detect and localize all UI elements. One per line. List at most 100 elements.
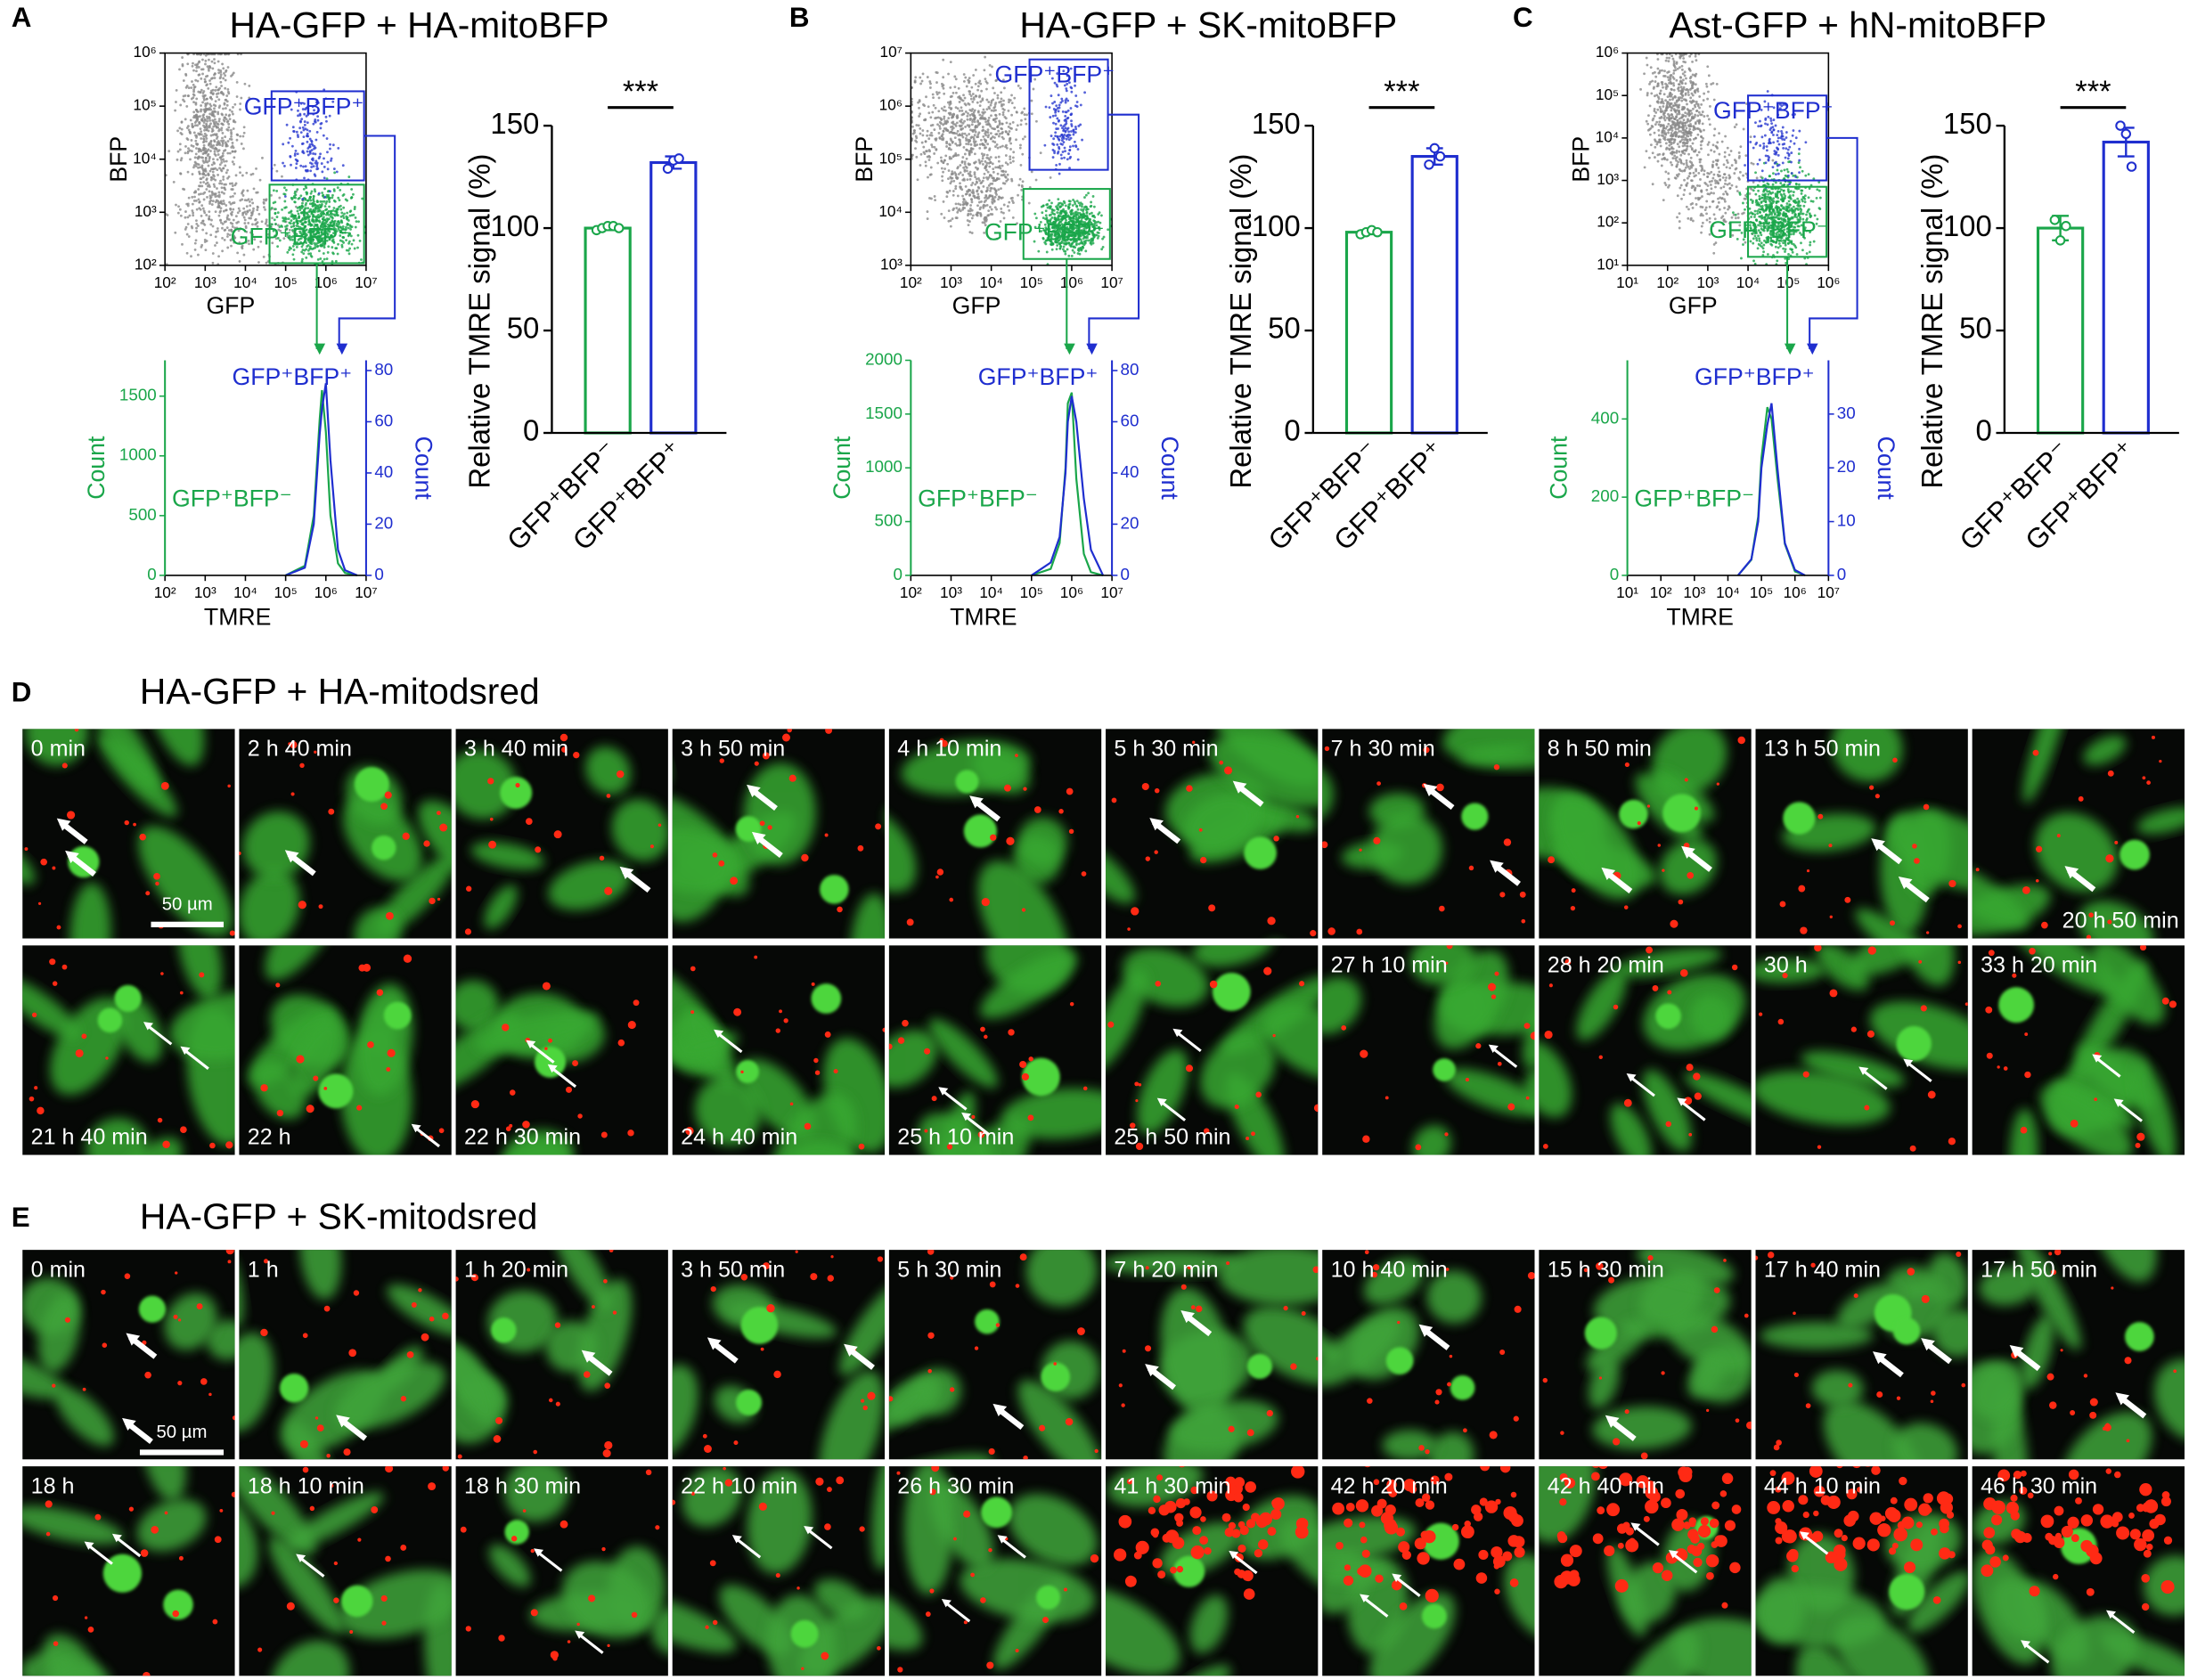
event-dot [1092, 225, 1095, 229]
event-dot [1015, 110, 1018, 114]
event-dot [194, 191, 197, 194]
event-dot [1016, 124, 1019, 127]
x-tick-label: 10³ [194, 583, 216, 601]
event-dot [1059, 212, 1063, 216]
event-dot [998, 123, 1001, 126]
event-dot [1009, 142, 1013, 145]
event-dot [1713, 179, 1717, 183]
event-dot [935, 91, 938, 94]
event-dot [1716, 147, 1719, 150]
event-dot [1692, 150, 1695, 153]
event-dot [298, 230, 302, 233]
event-dot [1000, 210, 1003, 214]
event-dot [936, 123, 939, 126]
event-dot [231, 73, 234, 77]
event-dot [999, 145, 1002, 149]
event-dot [944, 128, 948, 132]
event-dot [996, 96, 1000, 100]
event-dot [1107, 228, 1110, 232]
event-dot [966, 178, 969, 182]
event-dot [974, 143, 977, 147]
event-dot [309, 238, 313, 241]
event-dot [1707, 153, 1710, 157]
event-dot [1712, 213, 1716, 216]
event-dot [225, 159, 228, 163]
event-dot [192, 211, 195, 215]
event-dot [1714, 185, 1717, 189]
event-dot [1692, 171, 1695, 175]
event-dot [291, 253, 295, 257]
event-dot [1685, 134, 1688, 137]
event-dot [192, 88, 196, 92]
event-dot [221, 226, 224, 230]
event-dot [1698, 184, 1702, 188]
event-dot [1687, 110, 1691, 112]
event-dot [1067, 206, 1071, 209]
event-dot [337, 225, 340, 229]
event-dot [195, 226, 198, 230]
event-dot [1658, 92, 1662, 95]
event-dot [291, 245, 295, 248]
event-dot [292, 257, 296, 261]
event-dot [1711, 160, 1715, 164]
y-axis-label: Count [83, 436, 110, 500]
event-dot [239, 227, 242, 231]
event-dot [241, 174, 244, 177]
event-dot [209, 150, 212, 152]
event-dot [220, 191, 224, 194]
event-dot [1650, 125, 1654, 127]
event-dot [1002, 99, 1005, 102]
event-dot [228, 151, 232, 155]
event-dot [959, 97, 961, 101]
event-dot [333, 171, 337, 175]
y2-tick-label: 20 [374, 513, 393, 532]
event-dot [1656, 100, 1660, 103]
event-dot [310, 158, 314, 161]
event-dot [976, 135, 979, 139]
event-dot [1673, 176, 1677, 180]
event-dot [968, 170, 972, 174]
event-dot [330, 234, 333, 237]
event-dot [1672, 88, 1676, 92]
event-dot [984, 130, 987, 133]
event-dot [223, 202, 226, 205]
event-dot [297, 114, 299, 118]
event-dot [1066, 126, 1070, 130]
event-dot [1033, 225, 1037, 229]
event-dot [1009, 155, 1012, 159]
event-dot [1766, 253, 1769, 256]
event-dot [328, 238, 331, 241]
event-dot [331, 196, 334, 200]
event-dot [1695, 174, 1697, 177]
event-dot [1662, 157, 1666, 160]
event-dot [274, 208, 277, 211]
event-dot [927, 111, 931, 115]
event-dot [218, 167, 221, 170]
event-dot [193, 124, 197, 127]
event-dot [1684, 61, 1687, 64]
event-dot [328, 224, 331, 227]
event-dot [1684, 114, 1687, 118]
event-dot [960, 118, 963, 121]
event-dot [205, 140, 208, 143]
event-dot [953, 75, 957, 78]
event-dot [316, 209, 319, 213]
event-dot [239, 171, 241, 175]
event-dot [1664, 109, 1668, 112]
event-dot [1691, 73, 1695, 77]
event-dot [306, 245, 309, 248]
event-dot [201, 152, 205, 155]
event-dot [306, 132, 309, 135]
event-dot [357, 220, 360, 224]
event-dot [203, 128, 206, 132]
event-dot [1686, 102, 1688, 106]
event-dot [938, 126, 942, 130]
event-dot [1688, 113, 1692, 117]
event-dot [195, 143, 198, 145]
event-dot [964, 184, 968, 188]
event-dot [201, 173, 205, 175]
event-dot [1079, 103, 1082, 107]
event-dot [1729, 150, 1733, 152]
event-dot [336, 252, 339, 256]
event-dot [948, 143, 951, 146]
